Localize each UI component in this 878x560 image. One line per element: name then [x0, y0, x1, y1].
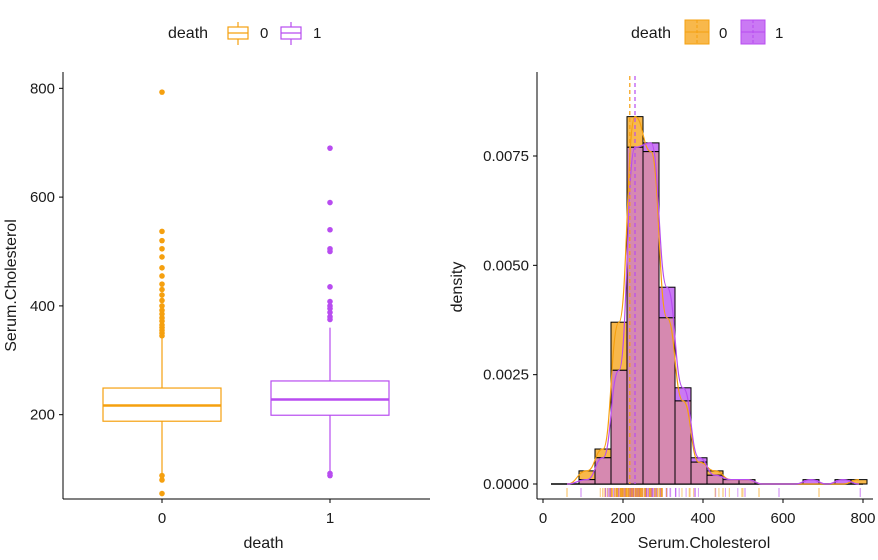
- x-tick-label: 400: [690, 510, 715, 527]
- y-axis-title: density: [449, 262, 466, 313]
- y-tick-label: 400: [30, 298, 55, 315]
- outlier-point: [159, 237, 165, 244]
- x-tick-label: 1: [326, 510, 334, 527]
- density-curve-death-0: [566, 116, 860, 485]
- y-tick-label: 200: [30, 407, 55, 424]
- y-tick-label: 0.0050: [483, 257, 529, 274]
- boxplot-panel: 200 400 600 800 0 1 death Serum.Cholesterol: [3, 72, 430, 552]
- legend-label: 1: [313, 25, 321, 42]
- outlier-point: [159, 490, 165, 497]
- outlier-point: [327, 245, 333, 252]
- outlier-point: [159, 292, 165, 298]
- outlier-point: [159, 477, 165, 483]
- outlier-point: [159, 472, 165, 479]
- outlier-point: [159, 273, 165, 279]
- outlier-point: [159, 281, 165, 287]
- outlier-point: [159, 254, 165, 260]
- x-axis-title: Serum.Cholesterol: [638, 535, 771, 552]
- box-iqr: [270, 380, 390, 416]
- x-tick-label: 0: [158, 510, 166, 527]
- y-tick-label: 600: [30, 189, 55, 206]
- outlier-point: [159, 307, 165, 314]
- outlier-point: [159, 303, 165, 309]
- y-axis-title: Serum.Cholesterol: [3, 219, 20, 352]
- outlier-point: [159, 89, 165, 95]
- outlier-point: [327, 470, 333, 477]
- x-axis-title: death: [243, 535, 283, 552]
- y-tick-label: 0.0000: [483, 476, 529, 493]
- outlier-point: [159, 245, 165, 252]
- outlier-point: [159, 286, 165, 293]
- legend-label: 1: [775, 25, 783, 42]
- bar-death-1: [674, 387, 692, 402]
- legend-title: death: [168, 25, 208, 42]
- y-tick-label: 0.0075: [483, 148, 529, 165]
- x-tick-label: 0: [539, 510, 547, 527]
- outlier-point: [327, 284, 333, 290]
- outlier-point: [159, 265, 165, 271]
- outlier-point: [327, 199, 333, 206]
- legend-label: 0: [260, 25, 268, 42]
- outlier-point: [327, 145, 333, 151]
- bar-overlap: [722, 479, 740, 485]
- x-tick-label: 600: [770, 510, 795, 527]
- outlier-point: [327, 313, 333, 320]
- outlier-point: [327, 303, 333, 309]
- y-tick-label: 800: [30, 80, 55, 97]
- legend-title: death: [631, 25, 671, 42]
- outlier-point: [327, 226, 333, 233]
- legend-label: 0: [719, 25, 727, 42]
- density-curve-death-1: [566, 142, 860, 485]
- left-legend: death 0 1: [168, 22, 321, 45]
- histogram-panel: 0.0000 0.0025 0.0050 0.0075 0 200 400 600 800 Ser…: [449, 72, 876, 552]
- bar-overlap: [658, 317, 676, 485]
- bar-overlap: [690, 461, 708, 485]
- outlier-point: [159, 228, 165, 235]
- outlier-point: [327, 298, 333, 305]
- x-tick-label: 800: [850, 510, 875, 527]
- x-tick-label: 200: [610, 510, 635, 527]
- outlier-point: [159, 297, 165, 304]
- bar-overlap: [642, 151, 660, 485]
- right-legend: death 0 1: [631, 19, 783, 45]
- y-tick-label: 0.0025: [483, 367, 529, 384]
